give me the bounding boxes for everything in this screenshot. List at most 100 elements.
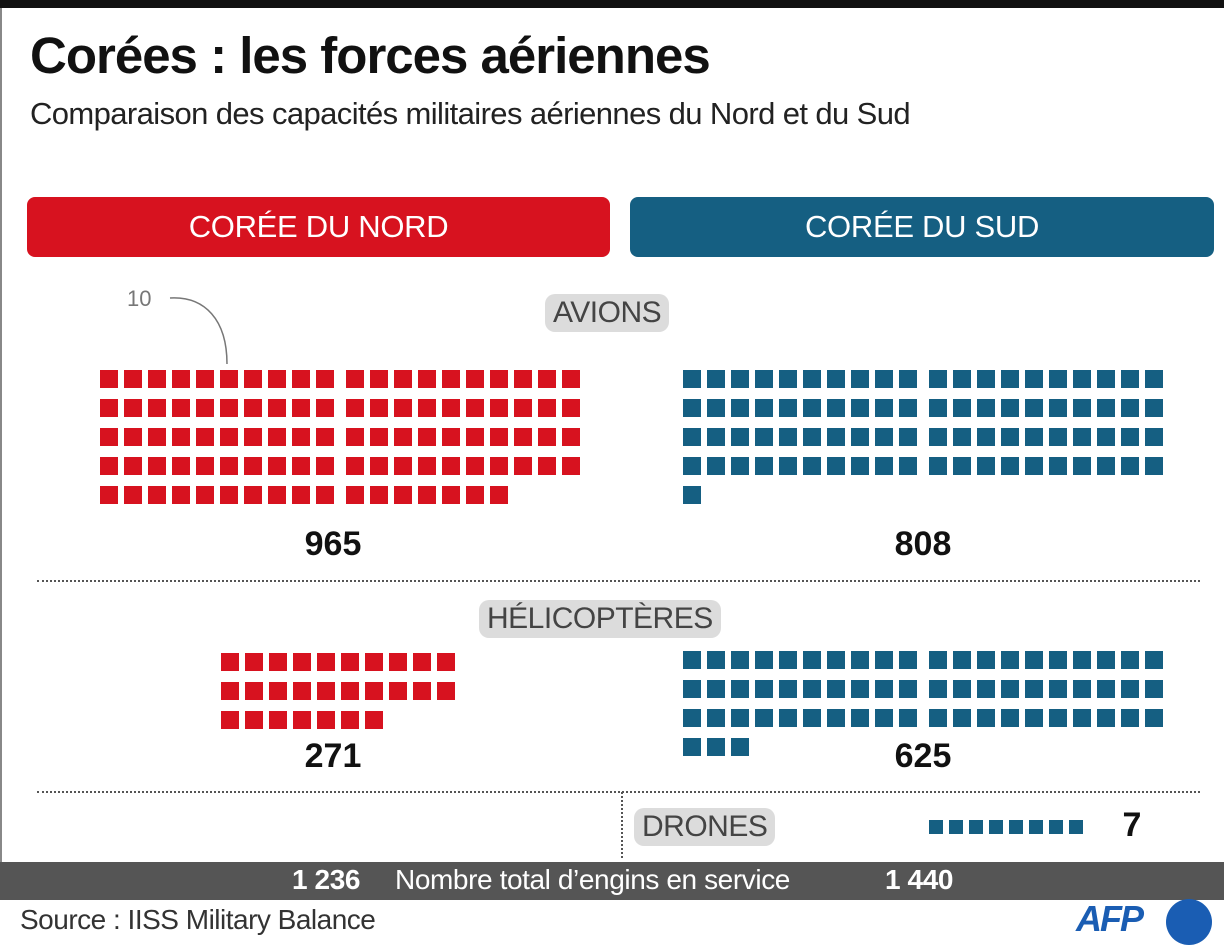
square-avions-sud (1001, 370, 1019, 388)
square-avions-nord (148, 370, 166, 388)
totals-bar: 1 236 Nombre total d’engins en service 1… (0, 862, 1224, 900)
square-helicopteres-sud (779, 709, 797, 727)
square-avions-sud (803, 428, 821, 446)
square-avions-nord (418, 486, 436, 504)
square-avions-nord (346, 370, 364, 388)
square-helicopteres-sud (755, 651, 773, 669)
square-avions-sud (731, 370, 749, 388)
square-helicopteres-sud (929, 709, 947, 727)
square-avions-sud (929, 370, 947, 388)
square-avions-nord (394, 457, 412, 475)
square-avions-nord (442, 399, 460, 417)
square-avions-sud (1025, 370, 1043, 388)
square-avions-sud (779, 428, 797, 446)
square-avions-sud (803, 370, 821, 388)
square-avions-nord (442, 457, 460, 475)
square-avions-sud (1001, 399, 1019, 417)
unit-note: 10 (127, 286, 152, 311)
square-helicopteres-sud (851, 680, 869, 698)
square-avions-nord (466, 457, 484, 475)
square-helicopteres-sud (683, 709, 701, 727)
square-helicopteres-sud (707, 709, 725, 727)
square-avions-sud (1073, 457, 1091, 475)
square-avions-nord (346, 486, 364, 504)
square-avions-nord (394, 486, 412, 504)
square-helicopteres-nord (413, 682, 431, 700)
square-avions-nord (514, 457, 532, 475)
square-avions-sud (1121, 370, 1139, 388)
category-helicopteres: HÉLICOPTÈRES (479, 600, 721, 638)
square-avions-nord (490, 428, 508, 446)
square-avions-sud (779, 370, 797, 388)
square-avions-sud (755, 428, 773, 446)
square-avions-sud (707, 457, 725, 475)
square-avions-sud (851, 399, 869, 417)
square-helicopteres-sud (1049, 709, 1067, 727)
square-avions-nord (244, 457, 262, 475)
square-avions-sud (977, 428, 995, 446)
square-avions-nord (100, 399, 118, 417)
square-avions-sud (929, 428, 947, 446)
divider-vertical (621, 792, 623, 858)
square-helicopteres-sud (1001, 709, 1019, 727)
square-avions-nord (244, 486, 262, 504)
divider (37, 580, 1200, 582)
square-avions-nord (466, 370, 484, 388)
square-avions-sud (1001, 428, 1019, 446)
category-drones: DRONES (634, 808, 776, 846)
value-drones-sud: 7 (1122, 806, 1142, 844)
square-helicopteres-sud (707, 680, 725, 698)
square-avions-sud (1145, 399, 1163, 417)
square-helicopteres-sud (929, 651, 947, 669)
square-avions-sud (803, 457, 821, 475)
square-avions-nord (196, 370, 214, 388)
square-helicopteres-sud (953, 680, 971, 698)
divider (37, 791, 1200, 793)
square-helicopteres-sud (953, 651, 971, 669)
afp-logo: AFP (1076, 898, 1144, 939)
square-helicopteres-nord (437, 682, 455, 700)
square-helicopteres-sud (1145, 651, 1163, 669)
square-avions-sud (1097, 370, 1115, 388)
value-helicopteres-sud: 625 (894, 737, 952, 775)
square-helicopteres-sud (1097, 680, 1115, 698)
square-avions-sud (1001, 457, 1019, 475)
total-label: Nombre total d’engins en service (395, 864, 790, 895)
unit-note-leader (169, 297, 228, 365)
square-avions-nord (268, 399, 286, 417)
square-avions-sud (731, 399, 749, 417)
square-helicopteres-sud (875, 651, 893, 669)
square-avions-nord (538, 399, 556, 417)
square-avions-sud (953, 457, 971, 475)
square-avions-sud (779, 457, 797, 475)
square-avions-nord (196, 399, 214, 417)
square-helicopteres-sud (731, 738, 749, 756)
square-helicopteres-sud (977, 680, 995, 698)
square-helicopteres-nord (221, 682, 239, 700)
square-avions-sud (875, 399, 893, 417)
square-avions-sud (953, 428, 971, 446)
square-avions-nord (220, 486, 238, 504)
square-avions-nord (514, 370, 532, 388)
source-note: Source : IISS Military Balance (20, 904, 376, 935)
square-helicopteres-sud (977, 709, 995, 727)
square-helicopteres-nord (317, 711, 335, 729)
square-avions-sud (827, 428, 845, 446)
square-avions-nord (220, 370, 238, 388)
square-drones-sud (1069, 820, 1083, 834)
square-avions-nord (124, 399, 142, 417)
square-avions-sud (899, 370, 917, 388)
square-avions-sud (827, 399, 845, 417)
square-avions-sud (1073, 428, 1091, 446)
square-helicopteres-sud (875, 709, 893, 727)
square-avions-sud (1025, 428, 1043, 446)
square-avions-sud (707, 428, 725, 446)
square-helicopteres-nord (293, 653, 311, 671)
square-helicopteres-nord (341, 711, 359, 729)
square-avions-sud (1145, 457, 1163, 475)
square-helicopteres-sud (683, 680, 701, 698)
square-helicopteres-nord (341, 682, 359, 700)
square-helicopteres-sud (953, 709, 971, 727)
category-avions: AVIONS (545, 294, 670, 332)
square-avions-nord (562, 370, 580, 388)
